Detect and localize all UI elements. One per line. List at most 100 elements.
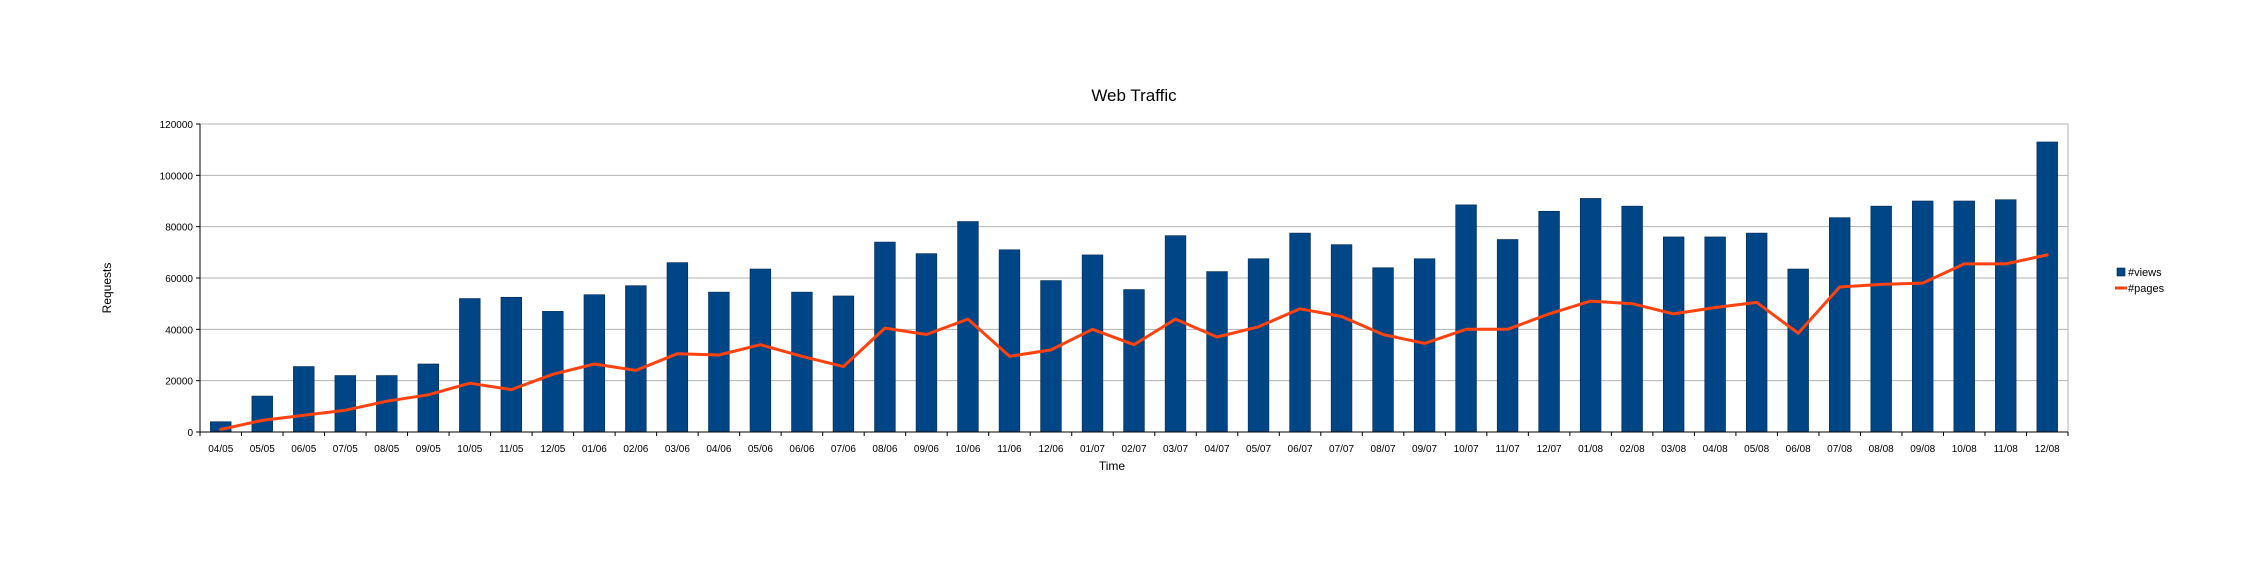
x-tick-label: 07/07 [1329, 444, 1354, 455]
bar-views [1040, 280, 1062, 433]
bar-views [1787, 268, 1809, 433]
bar-views [1912, 200, 1934, 433]
bar-views [2036, 141, 2058, 433]
y-tick-label: 120000 [160, 120, 194, 131]
bar-views [1413, 258, 1436, 433]
legend-swatch-views [2116, 267, 2126, 277]
y-tick-label: 0 [187, 428, 193, 439]
x-tick-label: 02/08 [1620, 444, 1645, 455]
pages-line-series [219, 253, 2049, 431]
x-tick-label: 09/08 [1910, 444, 1935, 455]
x-tick-label: 12/06 [1038, 444, 1063, 455]
bar-views [1372, 267, 1394, 433]
x-tick-label: 08/05 [374, 444, 399, 455]
y-tick-label: 40000 [165, 325, 193, 336]
bar-views [1579, 198, 1602, 433]
line-pages [219, 253, 2049, 431]
x-tick-label: 06/08 [1786, 444, 1811, 455]
x-tick-label: 06/06 [789, 444, 814, 455]
y-tick-label: 100000 [160, 171, 194, 182]
x-tick-label: 06/07 [1288, 444, 1313, 455]
bar-views [1745, 232, 1768, 433]
x-axis-label: Time [1099, 459, 1126, 473]
bar-views [1123, 289, 1145, 433]
x-tick-label: 10/08 [1952, 444, 1977, 455]
bar-views [915, 253, 938, 433]
views-bars [210, 141, 2058, 433]
bar-views [1995, 199, 2017, 433]
x-tick-label: 05/08 [1744, 444, 1769, 455]
bar-views [1455, 204, 1477, 433]
x-tick-labels: 04/05 05/05 06/05 07/05 08/05 09/05 10/05 11/05… [208, 444, 2060, 455]
legend: #views #pages [2115, 267, 2165, 295]
x-tick-label: 05/06 [748, 444, 773, 455]
bar-views [1247, 258, 1270, 433]
x-tick-label: 10/07 [1454, 444, 1479, 455]
bar-views [1081, 254, 1104, 433]
bar-views [1206, 271, 1228, 433]
bar-views [1704, 236, 1726, 433]
bar-views [417, 363, 439, 433]
bar-views [459, 298, 481, 433]
bar-views [666, 262, 689, 433]
x-tick-label: 07/06 [831, 444, 856, 455]
x-tick-label: 03/08 [1661, 444, 1686, 455]
x-tick-label: 10/06 [955, 444, 980, 455]
x-tick-label: 03/07 [1163, 444, 1188, 455]
x-tick-label: 08/08 [1869, 444, 1894, 455]
x-tick-label: 03/06 [665, 444, 690, 455]
y-tick-label: 20000 [165, 377, 193, 388]
y-tick-labels: 0 20000 40000 60000 80000 100000 120000 [160, 120, 194, 439]
x-tick-label: 11/08 [1994, 444, 2019, 455]
x-tick-label: 04/06 [706, 444, 731, 455]
x-tick-label: 05/07 [1246, 444, 1271, 455]
x-tick-label: 05/05 [250, 444, 275, 455]
bar-views [1829, 217, 1851, 433]
bar-views [625, 285, 647, 433]
bar-views [293, 366, 315, 433]
x-tick-label: 01/06 [582, 444, 607, 455]
bar-views [1662, 236, 1685, 433]
x-tick-label: 04/05 [208, 444, 233, 455]
x-tick-label: 02/07 [1121, 444, 1146, 455]
x-tick-label: 10/05 [457, 444, 482, 455]
bar-views [1330, 244, 1353, 433]
bar-views [791, 291, 813, 433]
x-tick-label: 04/08 [1703, 444, 1728, 455]
x-tick-label: 09/06 [914, 444, 939, 455]
x-tick-label: 01/07 [1080, 444, 1105, 455]
bar-views [1953, 200, 1975, 433]
x-tick-label: 12/08 [2035, 444, 2060, 455]
y-axis-label: Requests [100, 263, 114, 314]
bar-views [1496, 239, 1519, 433]
bar-views [1538, 210, 1560, 433]
x-tick-label: 06/05 [291, 444, 316, 455]
bar-views [334, 375, 356, 433]
x-tick-label: 07/05 [333, 444, 358, 455]
bar-views [708, 291, 730, 433]
bar-views [500, 296, 523, 433]
x-tick-label: 01/08 [1578, 444, 1603, 455]
x-tick-label: 07/08 [1827, 444, 1852, 455]
bar-views [1621, 205, 1643, 433]
x-tick-label: 02/06 [623, 444, 648, 455]
x-tick-label: 11/07 [1495, 444, 1520, 455]
x-tick-label: 09/05 [416, 444, 441, 455]
axes [196, 123, 2069, 436]
x-tick-label: 12/07 [1537, 444, 1562, 455]
bar-views [1870, 205, 1892, 433]
bar-views [1289, 232, 1311, 433]
x-tick-label: 11/06 [997, 444, 1022, 455]
x-tick-label: 11/05 [499, 444, 524, 455]
y-tick-label: 60000 [165, 274, 193, 285]
x-tick-label: 12/05 [540, 444, 565, 455]
x-tick-label: 08/06 [872, 444, 897, 455]
bar-views [998, 249, 1021, 433]
bar-views [874, 241, 896, 433]
x-tick-label: 08/07 [1371, 444, 1396, 455]
legend-label-pages: #pages [2128, 283, 2165, 295]
y-tick-label: 80000 [165, 223, 193, 234]
bar-views [251, 395, 273, 433]
bar-views [1164, 235, 1187, 433]
